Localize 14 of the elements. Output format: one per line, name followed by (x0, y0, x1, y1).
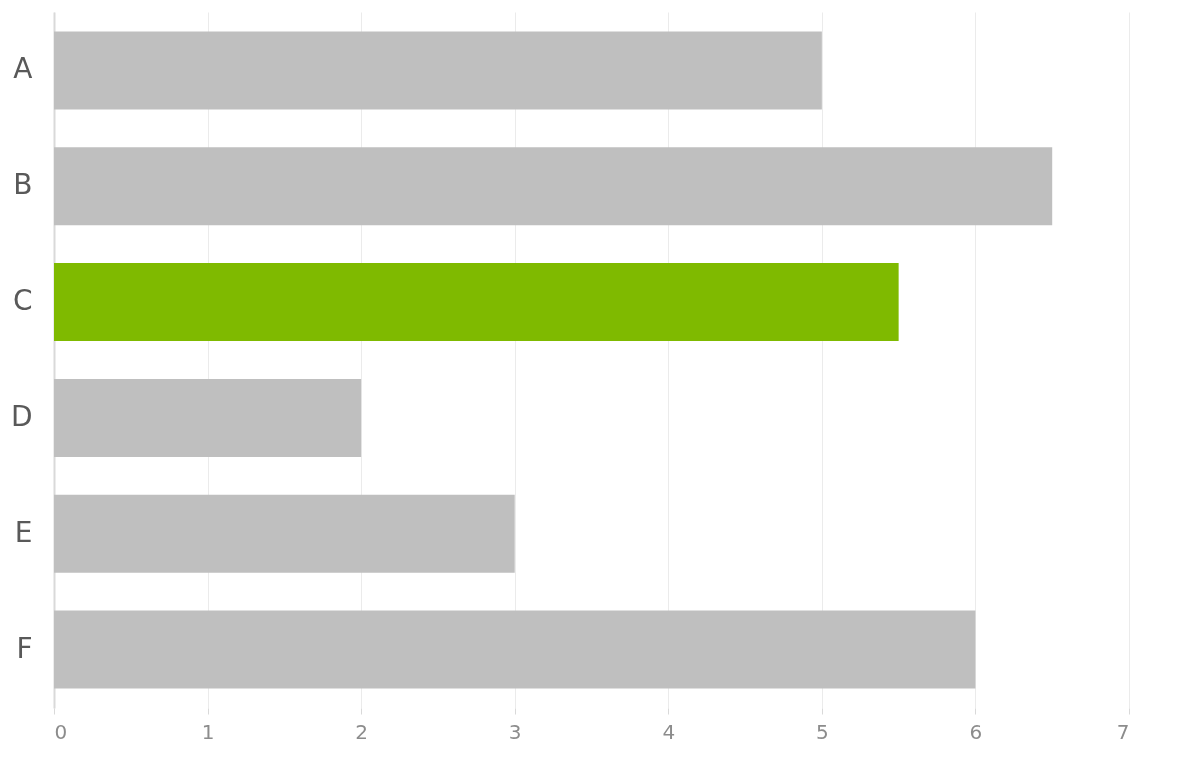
y-tick-label: C (12, 284, 33, 318)
x-tick-label: 3 (508, 719, 522, 744)
y-tick-label: F (16, 631, 33, 665)
x-tick-label: 1 (201, 719, 215, 744)
x-tick-label: 5 (815, 719, 829, 744)
x-tick-label: 4 (662, 719, 676, 744)
y-tick-label: B (13, 168, 33, 202)
y-tick-label: E (14, 515, 33, 549)
x-tick-label: 2 (355, 719, 369, 744)
x-tick-label: 0 (54, 719, 68, 744)
x-tick-label: 6 (969, 719, 983, 744)
y-tick-label: D (10, 399, 33, 433)
x-tick-label: 7 (1116, 719, 1130, 744)
y-tick-label: A (13, 52, 33, 86)
